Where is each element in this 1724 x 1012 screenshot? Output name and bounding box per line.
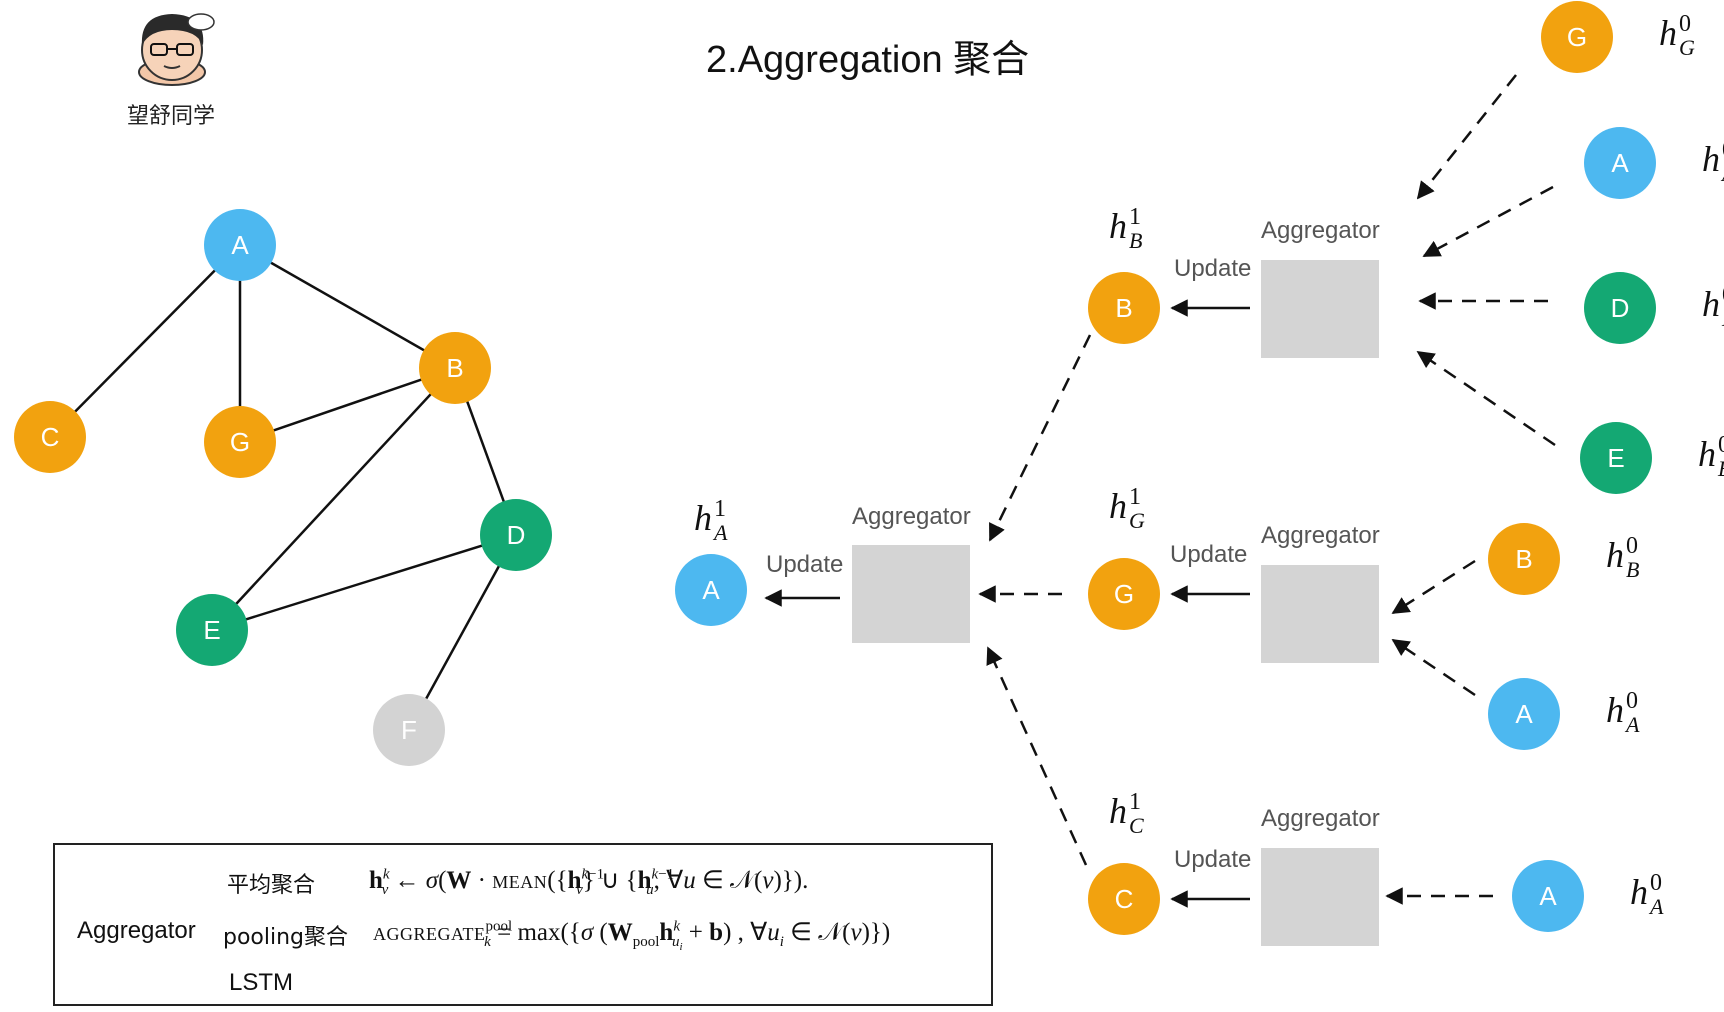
arrow-level2-4-B: [1391, 559, 1476, 615]
graph-node-G[interactable]: G: [204, 406, 276, 478]
graph-edge-D-E: [211, 533, 517, 632]
svg-text:A: A: [231, 230, 249, 260]
graph-edge-A-B: [239, 243, 456, 370]
arrow-C-to-root: [986, 646, 1088, 866]
tree-level2-h-label-2-D: h0D: [1702, 282, 1724, 331]
tree-root-node[interactable]: A: [675, 554, 747, 626]
svg-text:B: B: [446, 353, 463, 383]
level1-update-label-G: Update: [1170, 541, 1247, 568]
graph-node-F[interactable]: F: [373, 694, 445, 766]
root-aggregator-box: [852, 545, 970, 643]
graph-node-B[interactable]: B: [419, 332, 491, 404]
svg-text:D: D: [507, 520, 526, 550]
tree-level1-node-C[interactable]: C: [1088, 863, 1160, 935]
svg-text:A: A: [1515, 699, 1533, 729]
mean-formula: hkv ← σ(W · MEAN({hk−1v} ∪ {hk−1u, ∀u ∈ …: [369, 866, 809, 898]
arrow-B-to-root: [988, 334, 1092, 542]
tree-level1-node-G[interactable]: G: [1088, 558, 1160, 630]
root-aggregator-label: Aggregator: [852, 503, 971, 530]
pooling-formula: AGGREGATEpoolk = max({σ (Wpoolhkui + b) …: [373, 918, 891, 953]
slide-title: 2.Aggregation 聚合: [706, 39, 1030, 81]
aggregator-group-label: Aggregator: [77, 917, 196, 944]
svg-text:G: G: [230, 427, 250, 457]
arrow-level2-5-A: [1391, 638, 1476, 697]
tree-level2-node-2-D[interactable]: D: [1584, 272, 1656, 344]
tree-level2-h-label-3-E: h0E: [1698, 432, 1724, 481]
arrow-level2-0-G: [1416, 74, 1517, 200]
svg-text:A: A: [1611, 148, 1629, 178]
level1-aggregator-label-B: Aggregator: [1261, 217, 1380, 244]
tree-level1-h-label-C: h1 C: [1109, 789, 1144, 838]
graph-node-A[interactable]: A: [204, 209, 276, 281]
tree-level1-h-label-B: h1 B: [1109, 204, 1142, 253]
svg-text:D: D: [1611, 293, 1630, 323]
svg-text:F: F: [401, 715, 417, 745]
root-update-label: Update: [766, 551, 843, 578]
tree-level2-h-label-1-A: h0A: [1702, 137, 1724, 186]
tree-root-h-label: h1 A: [694, 496, 728, 545]
graph-node-E[interactable]: E: [176, 594, 248, 666]
level1-update-label-C: Update: [1174, 846, 1251, 873]
tree-level2-node-5-A[interactable]: A: [1488, 678, 1560, 750]
level1-aggregator-box-G: [1261, 565, 1379, 663]
graph-edges: [49, 243, 518, 731]
graph-edge-B-G: [239, 366, 456, 444]
avatar-caption: 望舒同学: [127, 104, 216, 129]
tree-level2-node-0-G[interactable]: G: [1541, 1, 1613, 73]
tree-level2-node-6-A[interactable]: A: [1512, 860, 1584, 932]
level1-update-label-B: Update: [1174, 255, 1251, 282]
tree-level2-node-1-A[interactable]: A: [1584, 127, 1656, 199]
avatar-icon: [138, 13, 215, 86]
formula-box: Aggregator 平均聚合 pooling聚合 LSTM hkv ← σ(W…: [53, 843, 993, 1006]
svg-text:A: A: [1539, 881, 1557, 911]
mean-aggregation-label: 平均聚合: [227, 873, 316, 898]
tree-level1-h-label-G: h1 G: [1109, 484, 1145, 533]
graph-node-D[interactable]: D: [480, 499, 552, 571]
tree-level2-h-label-4-B: h0 B: [1606, 533, 1639, 582]
tree-level2-node-3-E[interactable]: E: [1580, 422, 1652, 494]
tree-arrows: [764, 74, 1556, 908]
svg-text:E: E: [203, 615, 220, 645]
level1-aggregator-label-C: Aggregator: [1261, 805, 1380, 832]
aggregator-boxes: [852, 260, 1379, 946]
graph-edge-D-F: [407, 534, 518, 731]
level1-aggregator-box-B: [1261, 260, 1379, 358]
tree-labels: h1 A Aggregator Update h1 B Aggregator Update h1…: [694, 11, 1724, 919]
svg-text:E: E: [1607, 443, 1624, 473]
tree-level2-node-4-B[interactable]: B: [1488, 523, 1560, 595]
tree-nodes: A B G C G A D E B A A: [675, 1, 1656, 935]
tree-level2-h-label-0-G: h0 G: [1659, 11, 1695, 60]
graph-edge-A-C: [49, 244, 241, 438]
svg-text:C: C: [41, 422, 60, 452]
lstm-label: LSTM: [229, 969, 294, 996]
svg-text:A: A: [702, 575, 720, 605]
svg-text:B: B: [1515, 544, 1532, 574]
arrow-level2-1-A: [1422, 185, 1554, 258]
pooling-aggregation-label: pooling聚合: [223, 925, 349, 950]
tree-level1-node-B[interactable]: B: [1088, 272, 1160, 344]
graph-node-C[interactable]: C: [14, 401, 86, 473]
level1-aggregator-box-C: [1261, 848, 1379, 946]
arrow-level2-3-E: [1416, 350, 1556, 447]
svg-text:B: B: [1115, 293, 1132, 323]
tree-level2-h-label-6-A: h0 A: [1630, 870, 1664, 919]
svg-text:C: C: [1115, 884, 1134, 914]
tree-level2-h-label-5-A: h0 A: [1606, 688, 1640, 737]
svg-text:G: G: [1114, 579, 1134, 609]
graph-edge-B-E: [211, 367, 456, 631]
level1-aggregator-label-G: Aggregator: [1261, 522, 1380, 549]
svg-text:G: G: [1567, 22, 1587, 52]
graph-nodes: A B C G D E F: [14, 209, 552, 766]
